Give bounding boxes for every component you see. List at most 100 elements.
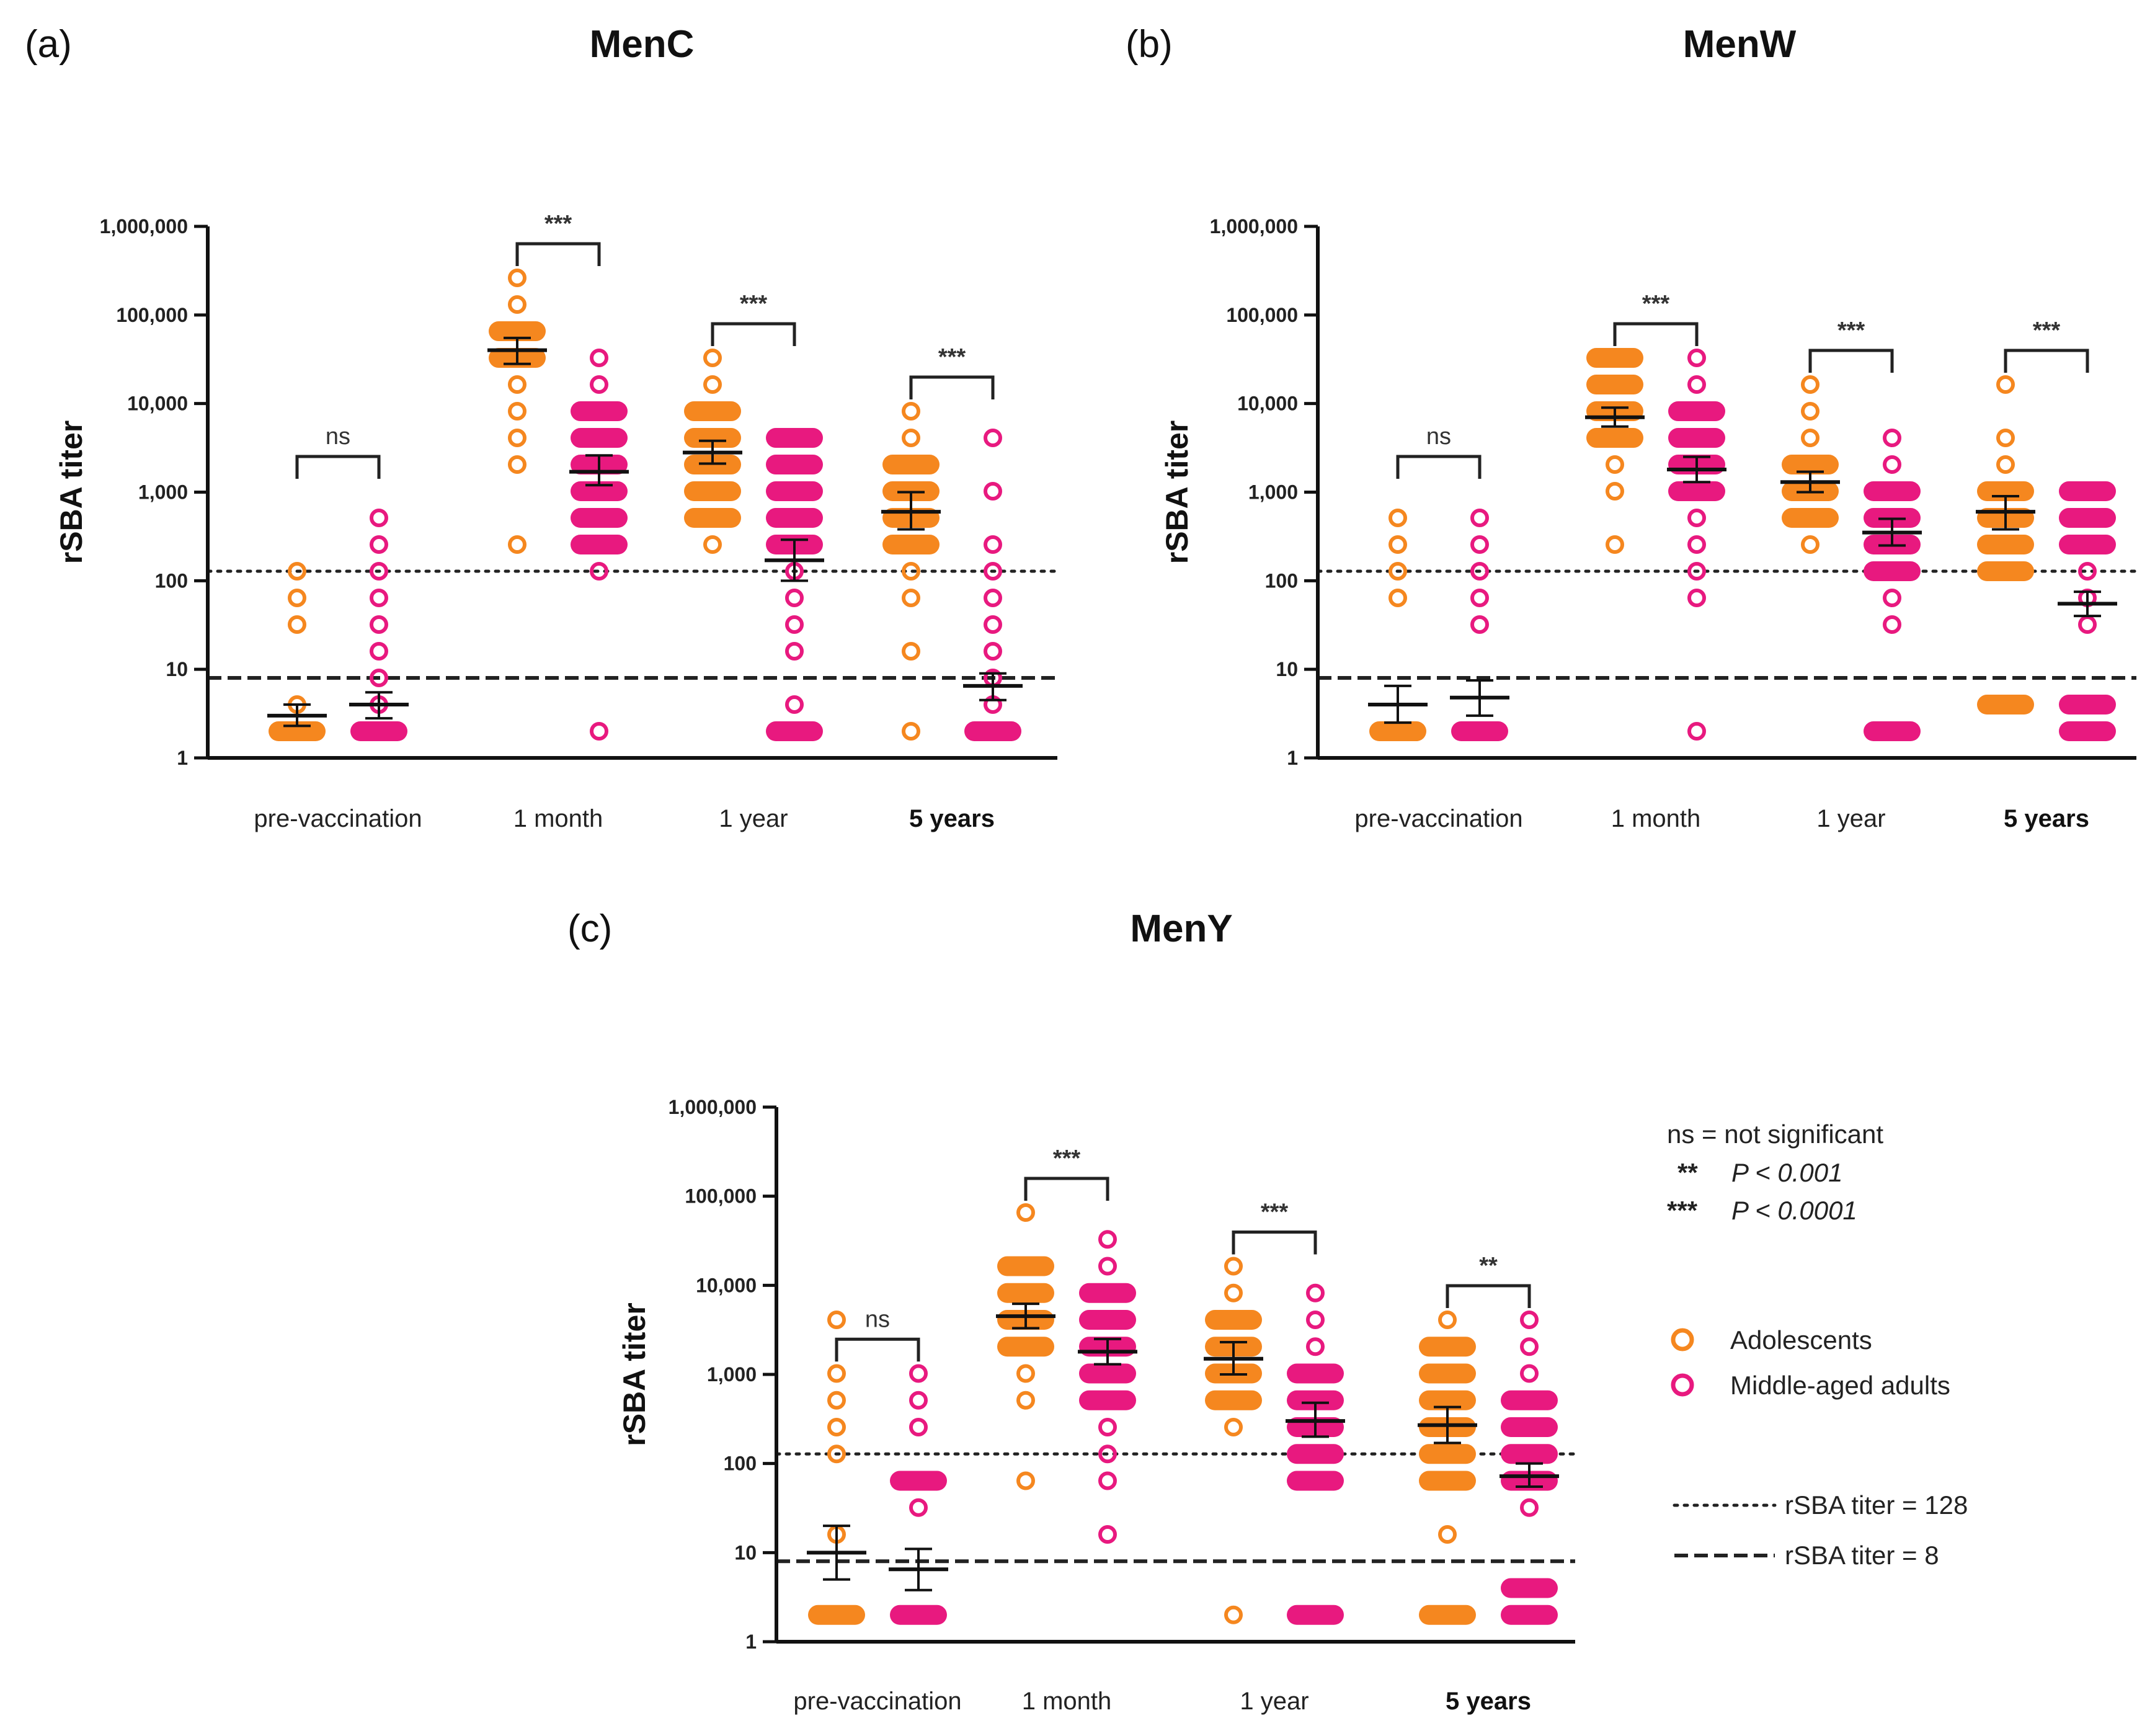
- data-point-cluster: [1586, 428, 1643, 448]
- data-point-cluster: [766, 455, 823, 475]
- data-point-cluster: [571, 428, 628, 448]
- data-point: [288, 562, 306, 581]
- data-point: [1098, 1257, 1117, 1276]
- data-point-cluster: [1977, 481, 2034, 502]
- significance-label: ***: [938, 344, 966, 370]
- data-point-cluster: [766, 428, 823, 448]
- y-tick-label: 100,000: [1226, 304, 1298, 326]
- data-point: [827, 1311, 846, 1330]
- y-tick-label: 10,000: [696, 1274, 757, 1296]
- data-point: [1438, 1525, 1457, 1544]
- data-point: [370, 562, 388, 581]
- panel-b: (b) MenW rSBA titer 1 10 100 1,000 10,000 100,00…: [1126, 23, 2138, 832]
- data-point-cluster: [766, 721, 823, 742]
- data-point: [1801, 375, 1820, 394]
- data-point: [1470, 589, 1489, 608]
- data-point: [1016, 1203, 1035, 1222]
- data-point: [370, 615, 388, 634]
- data-point-cluster: [882, 455, 940, 475]
- data-point-cluster: [1419, 1337, 1476, 1357]
- data-point-cluster: [1501, 1444, 1558, 1464]
- y-tick-label: 100,000: [116, 304, 188, 326]
- data-point-cluster: [1501, 1390, 1558, 1410]
- panel-title: MenY: [1130, 907, 1232, 950]
- significance-bracket: [1024, 1177, 1109, 1201]
- data-point: [902, 562, 920, 581]
- y-tick-label: 10: [166, 658, 188, 680]
- data-point: [288, 589, 306, 608]
- legend-adolescents-label: Adolescents: [1730, 1325, 1872, 1355]
- data-point: [370, 642, 388, 661]
- panel-a: (a) MenC rSBA titer 1 10 100 1,000 10,000 100,00…: [25, 23, 1059, 832]
- data-point-cluster: [1501, 1578, 1558, 1598]
- data-point-cluster: [489, 321, 546, 342]
- data-point-cluster: [1079, 1363, 1136, 1384]
- data-point: [1306, 1311, 1325, 1330]
- data-point-cluster: [1287, 1444, 1344, 1464]
- data-point: [1389, 509, 1407, 528]
- data-point-cluster: [1864, 721, 1921, 742]
- data-point-cluster: [1419, 1390, 1476, 1410]
- data-point: [2078, 562, 2097, 581]
- data-point: [1883, 589, 1901, 608]
- data-point: [590, 562, 608, 581]
- legend-triple-star-text: P < 0.0001: [1731, 1196, 1857, 1225]
- data-point: [1016, 1391, 1035, 1410]
- data-point-cluster: [2059, 535, 2116, 555]
- data-point: [1883, 429, 1901, 448]
- data-point-cluster: [1419, 1471, 1476, 1491]
- panel-title: MenW: [1683, 23, 1797, 66]
- category-label: 5 years: [2004, 805, 2089, 832]
- data-point: [370, 669, 388, 688]
- data-point: [1470, 509, 1489, 528]
- significance-bracket: [1613, 322, 1699, 347]
- data-point: [288, 615, 306, 634]
- y-tick-label: 10,000: [1237, 393, 1298, 415]
- data-point-cluster: [1451, 721, 1508, 742]
- legend-ns-text: ns = not significant: [1667, 1119, 1883, 1149]
- y-axis-title: rSBA titer: [1160, 421, 1194, 564]
- y-tick-label: 1,000,000: [1210, 215, 1298, 238]
- data-point: [703, 375, 722, 394]
- data-point: [1016, 1471, 1035, 1490]
- data-point: [1687, 589, 1706, 608]
- data-point-cluster: [1205, 1310, 1262, 1330]
- legend-dashed-label: rSBA titer = 8: [1785, 1541, 1939, 1570]
- legend-double-star-text: P < 0.001: [1731, 1158, 1842, 1187]
- data-point: [1470, 562, 1489, 581]
- data-point: [1016, 1364, 1035, 1383]
- data-point-cluster: [1287, 1363, 1344, 1384]
- y-tick-label: 10: [1276, 658, 1298, 680]
- y-tick-label: 100,000: [685, 1185, 757, 1208]
- data-point: [1996, 455, 2015, 474]
- data-point-cluster: [997, 1256, 1054, 1276]
- data-point-cluster: [1501, 1417, 1558, 1438]
- data-point: [703, 349, 722, 368]
- significance-bracket: [711, 322, 796, 347]
- significance-bracket: [295, 455, 381, 479]
- data-point: [508, 535, 527, 554]
- data-point: [1389, 589, 1407, 608]
- data-point-cluster: [571, 508, 628, 528]
- data-point-cluster: [766, 508, 823, 528]
- y-tick-label: 1: [1287, 747, 1298, 769]
- category-label: pre-vaccination: [254, 805, 422, 832]
- significance-label: ns: [1426, 424, 1451, 450]
- data-point: [703, 535, 722, 554]
- panel-letter: (c): [567, 907, 612, 950]
- y-axis-title: rSBA titer: [54, 421, 89, 564]
- data-point: [785, 615, 804, 634]
- y-tick-label: 10,000: [127, 393, 188, 415]
- data-point-cluster: [2059, 508, 2116, 528]
- data-point: [902, 642, 920, 661]
- data-point-cluster: [1586, 348, 1643, 368]
- data-point-cluster: [890, 1605, 947, 1625]
- legend: ns = not significant ** P < 0.001 *** P …: [1667, 1119, 1968, 1570]
- data-point: [1801, 429, 1820, 448]
- data-point: [785, 589, 804, 608]
- data-point: [1520, 1311, 1539, 1330]
- data-point-cluster: [1782, 455, 1839, 475]
- data-point: [1606, 482, 1624, 501]
- data-point-cluster: [1287, 1471, 1344, 1491]
- data-point: [909, 1498, 928, 1517]
